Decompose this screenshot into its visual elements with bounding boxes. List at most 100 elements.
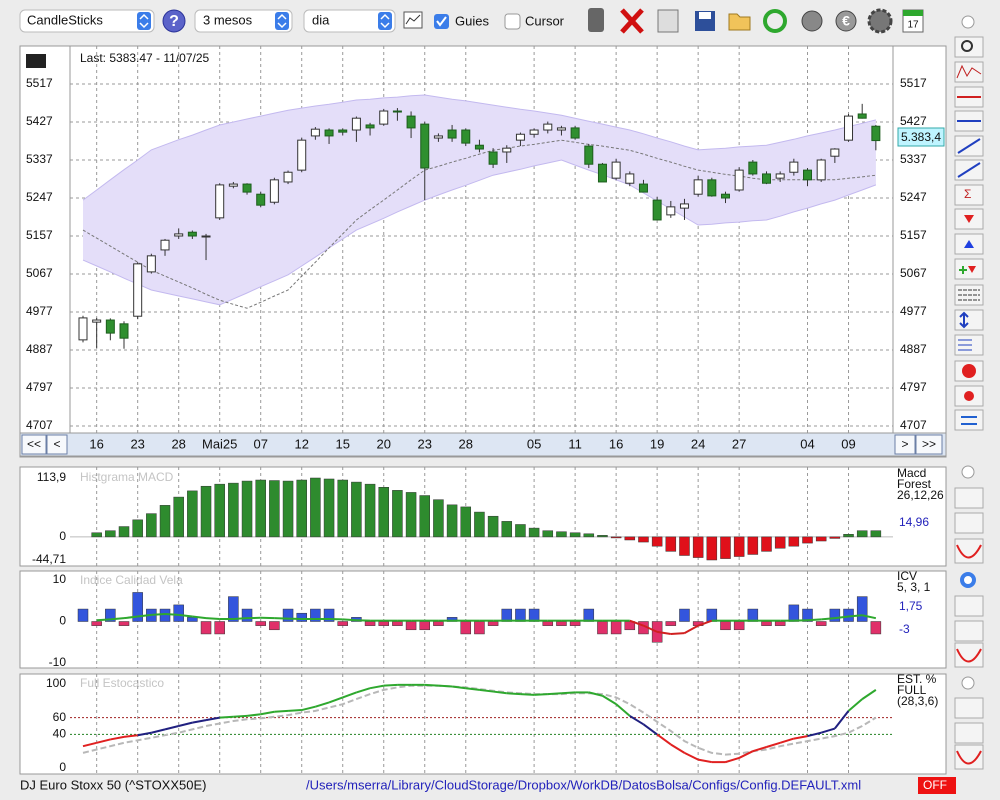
stoch-k-segment [547, 692, 562, 696]
config-path: /Users/mserra/Library/CloudStorage/Dropb… [306, 777, 861, 792]
stoch-k-segment [246, 713, 261, 717]
icv-signal-segment [164, 613, 179, 616]
candle-body [816, 159, 826, 181]
panel-tools [954, 487, 984, 770]
signals-tool[interactable] [954, 697, 984, 719]
zoom-tool[interactable] [954, 36, 984, 58]
symbol: DJ Euro Stoxx 50 (^STOXX50E) [20, 777, 207, 792]
candle-body [830, 148, 840, 157]
candle-body [529, 129, 539, 135]
candle-body [187, 231, 197, 237]
stoch-k-segment [506, 692, 521, 696]
icv-signal-segment [629, 619, 644, 627]
y-tick-label: 100 [46, 676, 66, 690]
stoch-k-segment [287, 709, 302, 712]
cursor-checkbox[interactable] [504, 13, 521, 30]
icv-bar [392, 621, 403, 626]
candle-body [556, 127, 566, 131]
chart-type-select[interactable] [19, 9, 155, 33]
radio[interactable] [961, 465, 975, 479]
y-tick-label: 5337 [26, 152, 53, 166]
interval-select[interactable] [303, 9, 396, 33]
swap-tool[interactable] [954, 409, 984, 431]
icv-signal-segment [697, 619, 713, 627]
icv-signal-segment [342, 618, 357, 622]
x-tick-label: 23 [130, 436, 144, 451]
macd-bar [323, 478, 335, 538]
signals-tool[interactable] [954, 595, 984, 617]
radio[interactable] [961, 15, 975, 29]
percent-tool[interactable] [954, 512, 984, 534]
trash-button[interactable] [588, 8, 604, 32]
icv-bar [310, 608, 321, 622]
nav-button[interactable] [894, 434, 916, 455]
print-button[interactable] [657, 9, 679, 33]
range-tool[interactable] [954, 309, 984, 331]
refresh-button[interactable] [763, 9, 787, 33]
macd-bar [310, 477, 321, 538]
stoch-k-segment [82, 741, 97, 748]
stoch-k-segment [807, 731, 822, 738]
candle-body [379, 110, 389, 125]
candle-body [474, 144, 484, 150]
sum-tool[interactable] [954, 184, 984, 206]
globe-button[interactable] [801, 10, 823, 32]
nav-button[interactable] [46, 434, 68, 455]
select-arrow-glyph [277, 13, 287, 29]
icv-bar [474, 621, 485, 635]
icv-signal-segment [178, 613, 193, 618]
x-tick-label: 09 [841, 436, 855, 451]
stoch-k-segment [96, 738, 111, 744]
macd-bar [228, 482, 239, 538]
delete-button[interactable] [620, 8, 644, 34]
currency-button[interactable] [835, 10, 857, 32]
macd-title: Histgrama MACD [80, 470, 174, 484]
icv-bar [159, 608, 171, 622]
icv-bar [774, 621, 786, 626]
macd-legend: Macd [897, 466, 926, 480]
stoch-k-segment [356, 687, 371, 694]
macd-bar [610, 536, 622, 539]
band-area [83, 95, 876, 305]
macd-bar [679, 536, 690, 556]
stoch-k-segment [601, 694, 617, 706]
side-toolbar: Σ [954, 15, 984, 770]
tool-glyph [957, 162, 981, 178]
bars-icon [26, 54, 46, 68]
nav-button-label: << [27, 437, 41, 451]
stoch-k-segment [383, 683, 398, 687]
icv-bar [337, 621, 348, 626]
chart-icon-glyph [405, 14, 421, 25]
open-button[interactable] [728, 13, 751, 31]
candle-body [679, 203, 689, 209]
macd-bar [419, 495, 430, 538]
radio-selected[interactable] [960, 572, 976, 588]
x-tick-label: 04 [800, 436, 814, 451]
macd-bar [528, 527, 540, 538]
signals-tool[interactable] [954, 487, 984, 509]
candle-body [543, 123, 553, 131]
y-tick-label: 5517 [26, 76, 53, 90]
percent-tool[interactable] [954, 722, 984, 744]
y-tick-label: 113,9 [37, 470, 66, 484]
stoch-k-segment [725, 756, 740, 764]
period-select[interactable] [194, 9, 293, 33]
settings-button[interactable] [867, 8, 893, 34]
radio[interactable] [961, 676, 975, 690]
macd-bar [173, 496, 184, 538]
x-tick-label: 28 [459, 436, 473, 451]
save-glyph [699, 12, 711, 19]
candle-body [297, 139, 307, 171]
icv-bar [665, 621, 677, 626]
icv-bar [378, 621, 389, 626]
stoch-k-segment [656, 733, 672, 746]
nav-button[interactable] [915, 434, 943, 455]
icv-signal-segment [110, 617, 125, 621]
band-upper [82, 94, 877, 201]
macd-bar [214, 483, 225, 538]
stoch-k-segment [315, 701, 330, 708]
help-button[interactable] [162, 9, 186, 33]
stoch-legend: (28,3,6) [897, 694, 938, 708]
nav-button[interactable] [21, 434, 47, 455]
percent-tool[interactable] [954, 620, 984, 642]
